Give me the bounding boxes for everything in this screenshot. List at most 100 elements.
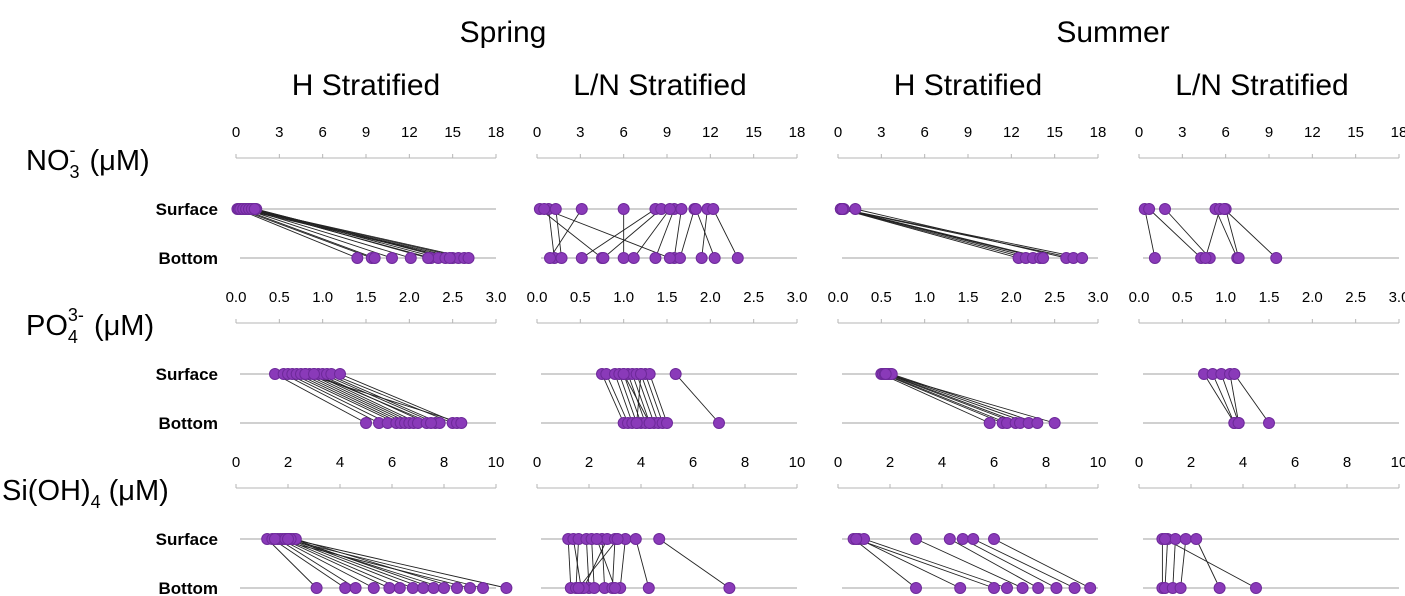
bottom-point [462,252,475,264]
bottom-point [597,252,610,264]
station-link [1225,208,1240,259]
station-link [915,538,1023,589]
station-link [605,373,629,424]
tick-label: 1.5 [657,289,678,306]
tick-label: 4 [1239,454,1247,471]
station-link [1172,538,1176,589]
tick-label: 3 [576,124,584,141]
surface-point [836,203,849,215]
tick-label: 9 [362,124,370,141]
surface-point [635,368,647,380]
station-link [649,373,668,424]
station-link [583,538,608,589]
tick-label: 1.5 [1259,289,1280,306]
bottom-point [1232,252,1245,264]
variable-unit: (μM) [94,310,154,342]
surface-point [1179,533,1192,545]
station-link [842,208,1083,259]
bottom-point [1270,252,1283,264]
bottom-point [477,582,489,594]
tick-label: 2.0 [1302,289,1323,306]
station-link [575,538,580,589]
tick-label: 12 [1304,124,1321,141]
bottom-point [713,417,725,429]
tick-label: 2.5 [1044,289,1065,306]
tick-label: 9 [663,124,671,141]
bottom-point [1016,582,1029,594]
bottom-point [910,582,922,594]
station-link [601,373,625,424]
bottom-point [368,252,381,264]
surface-point [675,203,688,215]
row-label-bottom: Bottom [159,414,218,433]
station-link [287,538,445,589]
station-link [283,373,380,424]
station-link [305,373,410,424]
surface-point [611,533,624,545]
tick-label: 1.5 [958,289,979,306]
station-link [619,538,626,589]
station-link [631,373,651,424]
bottom-point [393,582,406,594]
tick-label: 1.0 [1215,289,1236,306]
station-link [555,208,563,259]
station-link [884,373,1008,424]
station-link [712,208,739,259]
station-link [305,373,462,424]
surface-point [575,203,588,215]
variable-label-no3: NO3- (μM) [26,140,150,182]
station-link [241,208,375,259]
tick-label: 9 [964,124,972,141]
station-link [1223,208,1277,259]
bottom-point [349,582,362,594]
tick-label: 3.0 [1389,289,1405,306]
tick-label: 0 [834,124,842,141]
strat-label-spring-ln: L/N Stratified [573,69,746,102]
tick-label: 2 [585,454,593,471]
station-link [237,208,358,259]
row-label-surface: Surface [156,365,218,384]
station-link [1212,373,1235,424]
tick-label: 6 [318,124,326,141]
station-link [633,208,671,259]
surface-point [910,533,922,545]
variable-sup: - [70,140,76,160]
station-link [655,208,675,259]
station-link [313,373,432,424]
station-link [292,373,397,424]
station-link [322,373,436,424]
bottom-point [1148,252,1161,264]
bottom-point [1032,582,1045,594]
tick-label: 6 [920,124,928,141]
tick-label: 3.0 [486,289,507,306]
station-link [973,538,1075,589]
tick-label: 6 [689,454,697,471]
tick-label: 3.0 [787,289,808,306]
tick-label: 0.5 [1172,289,1193,306]
bottom-point [438,582,450,594]
surface-point [308,368,320,380]
bottom-point [643,417,656,429]
strat-label-summer-h: H Stratified [894,69,1042,102]
tick-label: 2.0 [700,289,721,306]
surface-point [538,203,551,215]
station-link [251,208,429,259]
surface-point [617,368,630,380]
bottom-point [731,252,744,264]
station-link [1164,208,1211,259]
station-link [248,208,469,259]
bottom-point [351,252,364,264]
surface-point [282,533,294,545]
station-link [1144,208,1156,259]
station-link [840,208,1019,259]
station-link [309,373,414,424]
station-link [882,373,1003,424]
station-link [1164,538,1257,589]
bottom-point [425,417,437,429]
tick-label: 8 [741,454,749,471]
station-link [603,208,662,259]
tick-label: 0 [533,454,541,471]
variable-unit: (μM) [90,145,150,177]
tick-label: 2 [886,454,894,471]
surface-point [663,203,676,215]
